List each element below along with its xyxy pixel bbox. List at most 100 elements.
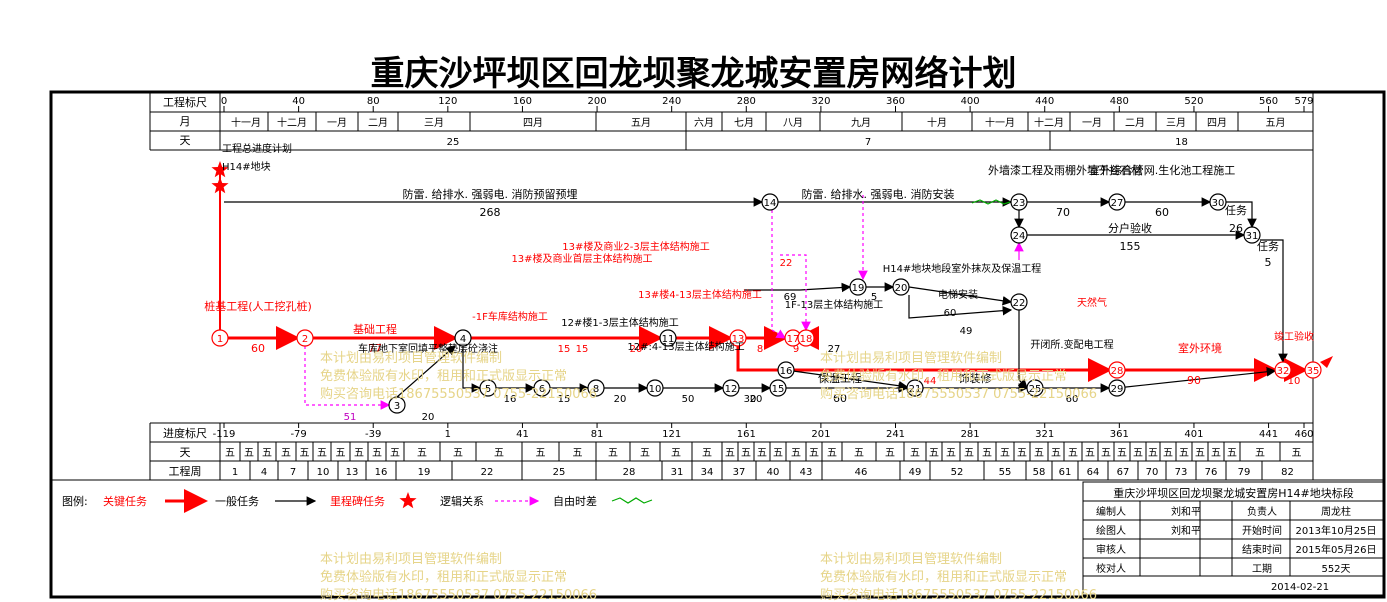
info-value: 2015年05月26日 (1296, 543, 1377, 556)
month-label: 十二月 (277, 116, 307, 129)
day-cell: 五 (336, 448, 346, 459)
month-label: 七月 (734, 117, 754, 129)
day-cell: 五 (1292, 448, 1302, 459)
task-duration: 16 (504, 394, 517, 405)
day-cell: 五 (244, 448, 254, 459)
node-label: 21 (909, 384, 922, 395)
day-cell: 五 (910, 448, 920, 459)
scale-tick-label: 360 (886, 96, 905, 107)
node-24 (1010, 226, 1028, 244)
node-label: 4 (460, 334, 466, 345)
node-14 (761, 193, 779, 211)
legend-milestone-star (399, 492, 417, 509)
node-19 (849, 278, 867, 296)
day-cell: 五 (1179, 448, 1189, 459)
node-label: 27 (1111, 198, 1124, 209)
logic-link-2 (771, 210, 787, 339)
day-cell: 五 (262, 448, 272, 459)
node-label: 6 (539, 384, 545, 395)
task-duration: 20 (422, 412, 435, 423)
month-label: 三月 (1166, 117, 1186, 129)
task-name: 车库地下室回填平整垫层砼浇注 (358, 342, 498, 355)
watermark-line: 本计划由易利项目管理软件编制 (820, 552, 1002, 567)
week-label: 13 (346, 467, 359, 478)
task-name: 13#楼及商业2-3层主体结构施工 (562, 240, 709, 253)
node-32 (1274, 361, 1292, 379)
month-label: 一月 (327, 117, 347, 129)
watermark-line: 购买咨询电话18675550537 0755-22150066 (820, 587, 1097, 602)
task-o (908, 295, 1013, 319)
week-label: 7 (290, 467, 296, 478)
milestone-star (211, 161, 229, 178)
day-cell: 五 (494, 448, 504, 459)
week-label: 4 (261, 467, 267, 478)
header-table (149, 93, 1314, 151)
node-label: 13 (732, 334, 745, 345)
day-cell: 五 (536, 448, 546, 459)
task-name: 天然气 (1077, 296, 1107, 309)
task-name: 任务 (1257, 240, 1279, 253)
node-label: 5 (485, 384, 491, 395)
info-value: 刘和平 (1171, 506, 1201, 518)
milestone-star (211, 177, 229, 194)
week-label: 25 (553, 467, 566, 478)
node-label: 25 (1029, 384, 1042, 395)
node-2 (296, 329, 314, 347)
task-name: 13#楼及商业首层主体结构施工 (511, 252, 652, 265)
week-label: 52 (951, 467, 964, 478)
node-28 (1108, 361, 1126, 379)
progress-tick-label: 1 (445, 429, 451, 440)
node-12 (722, 379, 740, 397)
month-label: 十二月 (1034, 116, 1064, 129)
progress-tick-label: -119 (213, 429, 236, 440)
task-name: 12#:4-13层主体结构施工 (627, 340, 744, 353)
task-name: 13#楼4-13层主体结构施工 (638, 288, 762, 301)
week-label: 73 (1175, 467, 1188, 478)
node-label: 18 (800, 334, 813, 345)
scale-tick-label: 280 (737, 96, 756, 107)
info-label: 开始时间 (1242, 524, 1282, 537)
info-label: 绘图人 (1096, 524, 1126, 537)
node-label: 12 (725, 384, 738, 395)
week-label: 82 (1281, 467, 1294, 478)
node-label: 32 (1277, 366, 1290, 377)
task-name: 外墙漆工程及雨棚外墙干挂石材 (988, 163, 1142, 177)
task-name: 保温工程 (818, 371, 862, 385)
legend-normal: 一般任务 (215, 495, 259, 508)
task-duration: 27 (828, 344, 841, 355)
task-name: 室外环境 (1178, 341, 1222, 355)
node-label: 2 (302, 334, 308, 345)
scale-tick-label: 80 (367, 96, 380, 107)
day-cell: 五 (741, 448, 751, 459)
week-label: 28 (623, 467, 636, 478)
node-label: 23 (1013, 198, 1026, 209)
scale-tick-label: 120 (438, 96, 457, 107)
day-cell: 五 (317, 448, 327, 459)
logic-link (304, 346, 391, 410)
task-duration: 20 (630, 344, 643, 355)
week-label: 34 (701, 467, 714, 478)
row-label-day: 天 (180, 134, 191, 147)
scale-tick-label: 480 (1110, 96, 1129, 107)
day-cell: 五 (671, 448, 681, 459)
progress-tick-label: 201 (811, 429, 830, 440)
watermark-line: 本计划由易利项目管理软件编制 (820, 351, 1002, 366)
scale-tick-label: 579 (1294, 96, 1313, 107)
watermark-line: 免费体验版有水印，租用和正式版显示正常 (320, 569, 567, 585)
day-cell: 五 (390, 448, 400, 459)
watermark-line: 本计划由易利项目管理软件编制 (320, 351, 502, 366)
task-duration: 15 (558, 344, 571, 355)
task-duration: 70 (1056, 206, 1070, 219)
scale-tick-label: 0 (221, 96, 227, 107)
page-title: 重庆沙坪坝区回龙坝聚龙城安置房网络计划 (370, 54, 1017, 94)
task-duration: 26 (1229, 222, 1243, 235)
month-label: 十一月 (231, 116, 261, 129)
task-duration: 77 (368, 342, 382, 355)
plan-label: 工程总进度计划 (222, 142, 292, 155)
week-label: 76 (1205, 467, 1218, 478)
day-segment: 7 (865, 137, 871, 148)
node-29 (1108, 379, 1126, 397)
row-label-day: 天 (180, 446, 191, 459)
info-label: 校对人 (1096, 562, 1126, 575)
day-cell: 五 (885, 448, 895, 459)
